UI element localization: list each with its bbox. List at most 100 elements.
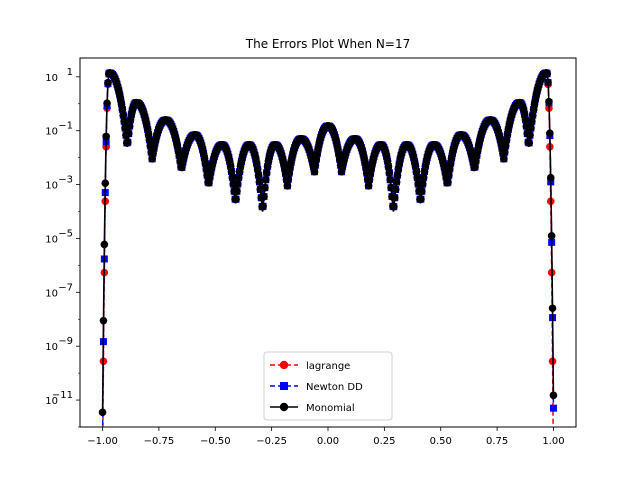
data-point bbox=[417, 187, 426, 196]
y-tick-exponent: −7 bbox=[58, 282, 73, 293]
data-point bbox=[385, 168, 394, 177]
data-point bbox=[201, 159, 210, 168]
data-point bbox=[471, 163, 479, 171]
data-point bbox=[259, 202, 267, 211]
data-point bbox=[417, 195, 425, 203]
data-point bbox=[544, 78, 552, 87]
legend-entry: Monomial bbox=[270, 402, 355, 414]
data-point bbox=[445, 171, 453, 180]
data-point bbox=[125, 122, 134, 130]
data-point bbox=[384, 162, 393, 171]
data-point bbox=[419, 173, 428, 182]
data-point bbox=[310, 167, 319, 176]
legend-label: lagrange bbox=[306, 361, 350, 372]
x-tick-label: −0.25 bbox=[256, 436, 287, 447]
y-tick-label: 10 bbox=[45, 288, 58, 299]
y-tick-label: 10 bbox=[45, 73, 58, 84]
data-point bbox=[261, 175, 270, 184]
data-point bbox=[386, 175, 395, 184]
data-point bbox=[418, 180, 427, 188]
data-point bbox=[284, 175, 293, 183]
data-point bbox=[283, 182, 292, 190]
data-point bbox=[390, 202, 398, 211]
data-point bbox=[120, 117, 128, 126]
data-point bbox=[521, 116, 530, 124]
data-point bbox=[543, 69, 551, 78]
data-point bbox=[228, 173, 237, 182]
series-monomial bbox=[98, 69, 558, 417]
x-tick-label: 0.50 bbox=[430, 436, 452, 447]
data-point bbox=[233, 187, 241, 196]
data-point bbox=[500, 148, 509, 156]
x-tick-label: −0.50 bbox=[200, 436, 231, 447]
data-point bbox=[261, 183, 269, 192]
data-point bbox=[98, 408, 107, 417]
axes-layer: −1.00 −0.75 −0.50 −0.25 0.00 0.25 0.50 0.75 1.00… bbox=[45, 57, 577, 447]
data-point bbox=[234, 180, 242, 188]
data-point bbox=[365, 175, 374, 184]
data-point bbox=[232, 195, 240, 203]
y-tick-exponent: −11 bbox=[52, 390, 73, 401]
data-point bbox=[546, 129, 554, 137]
legend-marker bbox=[280, 382, 288, 390]
y-tick-exponent: −5 bbox=[58, 228, 73, 239]
data-point bbox=[501, 141, 510, 150]
data-point bbox=[412, 167, 421, 176]
legend-label: Monomial bbox=[306, 403, 355, 414]
data-point bbox=[262, 168, 271, 177]
y-tick-exponent: −3 bbox=[58, 175, 73, 186]
data-point bbox=[260, 192, 268, 201]
data-point bbox=[390, 193, 399, 202]
chart-title: The Errors Plot When N=17 bbox=[245, 37, 410, 51]
data-point bbox=[548, 304, 557, 313]
x-tick-label: 0.75 bbox=[486, 436, 508, 447]
data-point bbox=[104, 78, 112, 87]
data-point bbox=[103, 99, 111, 107]
y-tick-label: 10 bbox=[45, 342, 58, 353]
y-tick-exponent: −9 bbox=[58, 336, 73, 347]
data-point bbox=[311, 161, 320, 170]
data-point bbox=[526, 131, 534, 140]
data-point bbox=[119, 111, 128, 119]
data-point bbox=[500, 155, 508, 163]
data-point bbox=[445, 165, 454, 173]
y-tick-label: 10 bbox=[45, 396, 58, 407]
legend: lagrange Newton DD Monomial bbox=[263, 351, 393, 421]
data-point bbox=[527, 124, 535, 132]
x-tick-label: −1.00 bbox=[87, 436, 118, 447]
data-point bbox=[545, 97, 553, 106]
data-point bbox=[549, 391, 558, 400]
plot-series-group bbox=[98, 69, 558, 427]
data-point bbox=[393, 171, 402, 180]
data-point bbox=[549, 404, 557, 412]
x-tick-label: 1.00 bbox=[542, 436, 564, 447]
x-tick-label: 0.00 bbox=[317, 436, 339, 447]
legend-marker bbox=[279, 402, 289, 412]
data-point bbox=[118, 105, 127, 114]
legend-entry: Newton DD bbox=[270, 382, 363, 393]
data-point bbox=[255, 178, 264, 186]
data-point bbox=[364, 182, 373, 190]
data-point bbox=[100, 240, 109, 249]
legend-entry: lagrange bbox=[270, 360, 350, 372]
data-point bbox=[145, 136, 154, 144]
y-tick-label: 10 bbox=[45, 127, 58, 138]
x-tick-label: −0.75 bbox=[144, 436, 175, 447]
data-point bbox=[123, 138, 132, 146]
y-tick-exponent: −1 bbox=[58, 121, 73, 132]
data-point bbox=[254, 171, 263, 180]
legend-box bbox=[263, 351, 393, 421]
data-point bbox=[253, 165, 262, 174]
data-point bbox=[124, 129, 133, 138]
legend-label: Newton DD bbox=[306, 382, 363, 393]
data-layer bbox=[98, 69, 558, 427]
legend-marker bbox=[279, 360, 289, 370]
data-point bbox=[444, 178, 452, 186]
data-point bbox=[413, 173, 422, 182]
data-point bbox=[528, 117, 536, 126]
data-point bbox=[234, 173, 243, 182]
data-point bbox=[101, 179, 110, 188]
data-point bbox=[99, 316, 108, 325]
data-point bbox=[102, 132, 110, 141]
